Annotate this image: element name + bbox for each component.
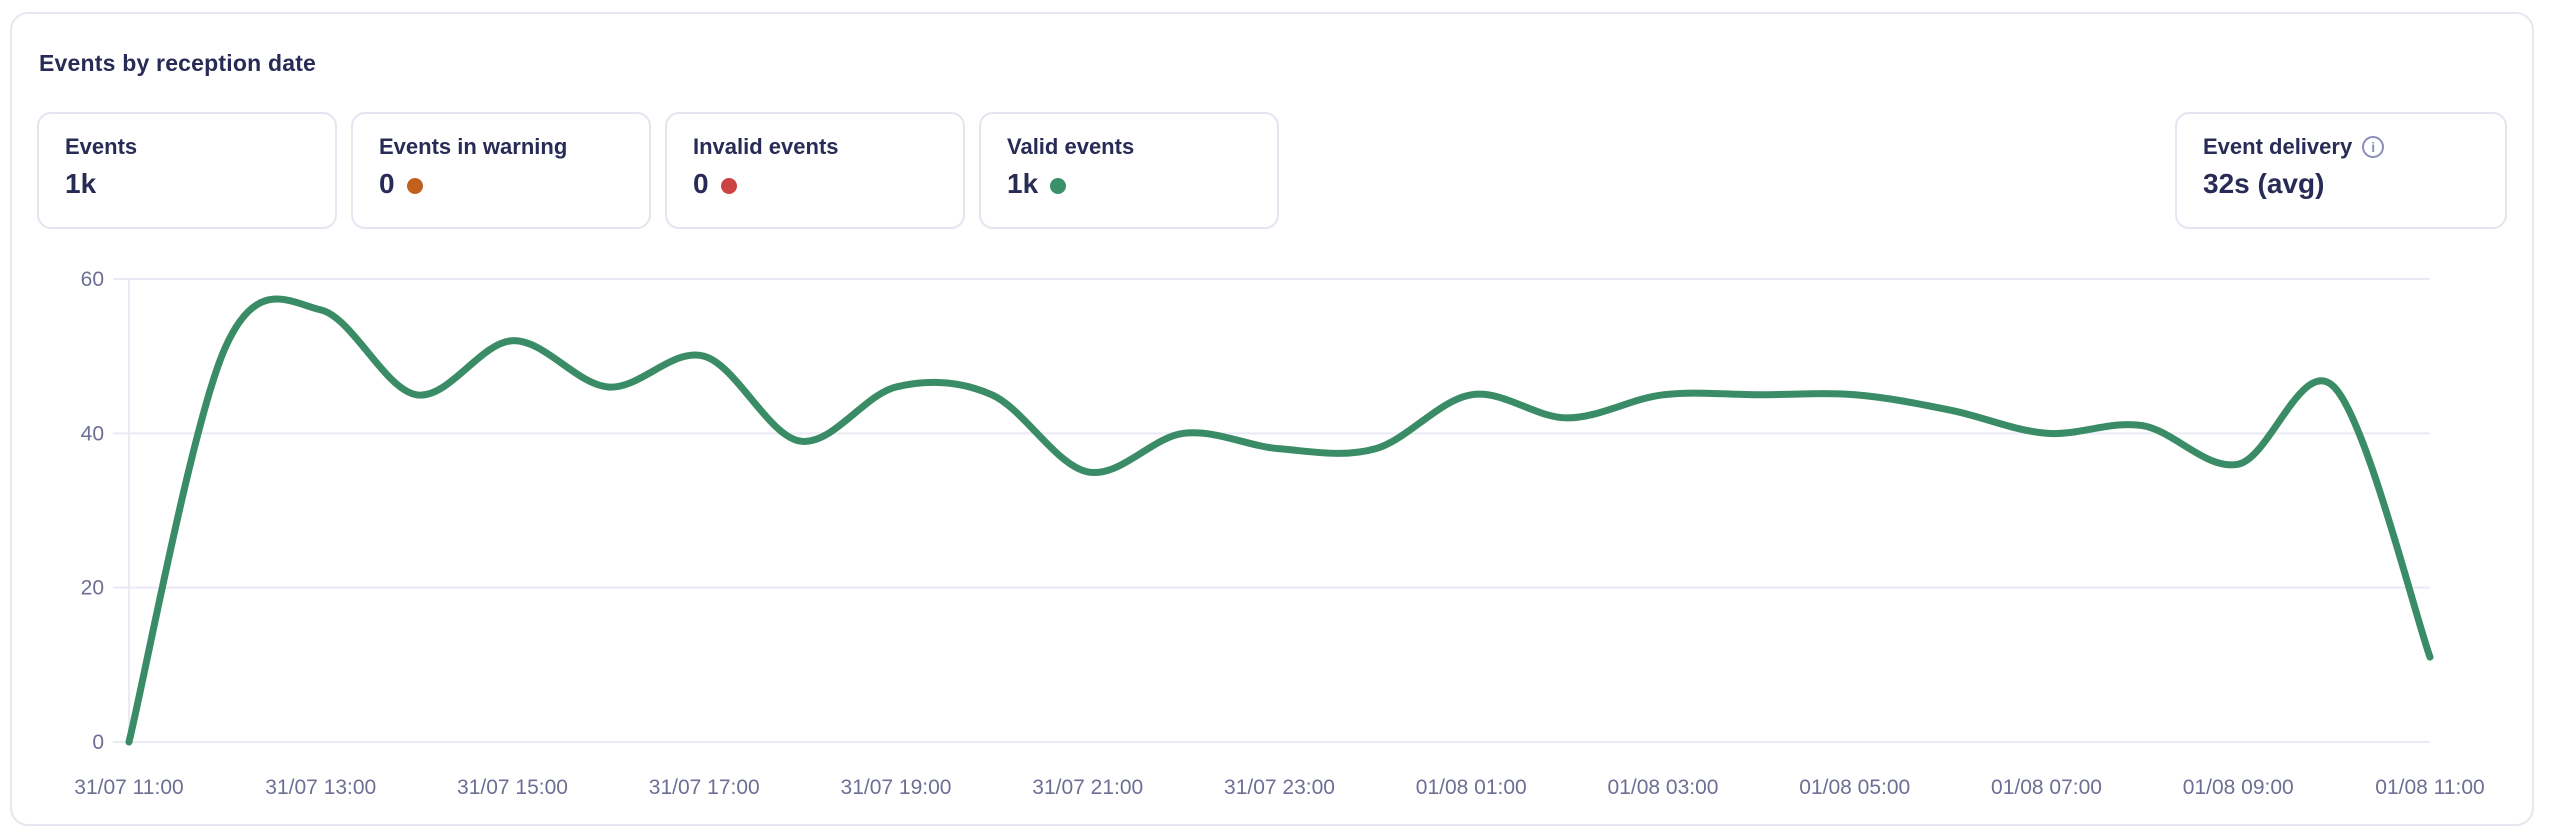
stat-value: 0: [693, 168, 709, 199]
stat-value: 32s (avg): [2203, 168, 2325, 199]
stat-value: 1k: [1007, 168, 1039, 199]
events-by-reception-date-card: Events by reception date Events 1k Event…: [10, 12, 2534, 826]
invalid-status-dot: [720, 177, 737, 194]
y-tick-label: 0: [92, 731, 104, 754]
info-icon[interactable]: i: [2362, 136, 2385, 158]
stat-label: Event delivery i: [2203, 134, 2479, 160]
x-tick-label: 31/07 23:00: [1224, 776, 1335, 799]
page-title: Events by reception date: [39, 50, 317, 76]
x-tick-label: 31/07 19:00: [841, 776, 952, 799]
stat-label: Valid events: [1007, 134, 1135, 159]
stat-card-invalid-events: Invalid events 0: [665, 112, 965, 229]
stat-value: 1k: [65, 168, 97, 199]
warning-status-dot: [406, 177, 423, 194]
events-line-chart: 0 20 40 60 31/07 11:00 31/07 13:00 31/07 15:00…: [74, 268, 2484, 799]
x-tick-label: 01/08 07:00: [1991, 776, 2102, 799]
stat-label: Events in warning: [379, 134, 568, 159]
x-tick-label: 01/08 11:00: [2375, 776, 2484, 799]
x-tick-label: 31/07 15:00: [457, 776, 568, 799]
x-tick-label: 01/08 05:00: [1799, 776, 1910, 799]
x-tick-label: 31/07 17:00: [649, 776, 760, 799]
stat-card-events-in-warning: Events in warning 0: [351, 112, 651, 229]
x-tick-label: 31/07 21:00: [1032, 776, 1143, 799]
stat-card-event-delivery: Event delivery i 32s (avg): [2175, 112, 2507, 229]
stat-label-text: Event delivery: [2203, 134, 2353, 159]
stat-label: Invalid events: [693, 134, 839, 159]
y-tick-label: 60: [81, 268, 104, 291]
valid-status-dot: [1050, 177, 1067, 194]
y-tick-label: 20: [81, 577, 104, 600]
stat-card-events: Events 1k: [37, 112, 337, 229]
stat-value: 0: [379, 168, 395, 199]
events-series-line: [125, 295, 2434, 746]
stat-label: Events: [65, 134, 138, 159]
x-tick-label: 01/08 03:00: [1608, 776, 1719, 799]
y-tick-label: 40: [81, 422, 104, 445]
x-tick-label: 01/08 01:00: [1416, 776, 1527, 799]
x-tick-label: 01/08 09:00: [2183, 776, 2294, 799]
x-tick-label: 31/07 11:00: [74, 776, 183, 799]
x-tick-label: 31/07 13:00: [265, 776, 376, 799]
stats-row: Events 1k Events in warning 0 Invalid ev…: [37, 112, 2507, 229]
stat-card-valid-events: Valid events 1k: [979, 112, 1279, 229]
